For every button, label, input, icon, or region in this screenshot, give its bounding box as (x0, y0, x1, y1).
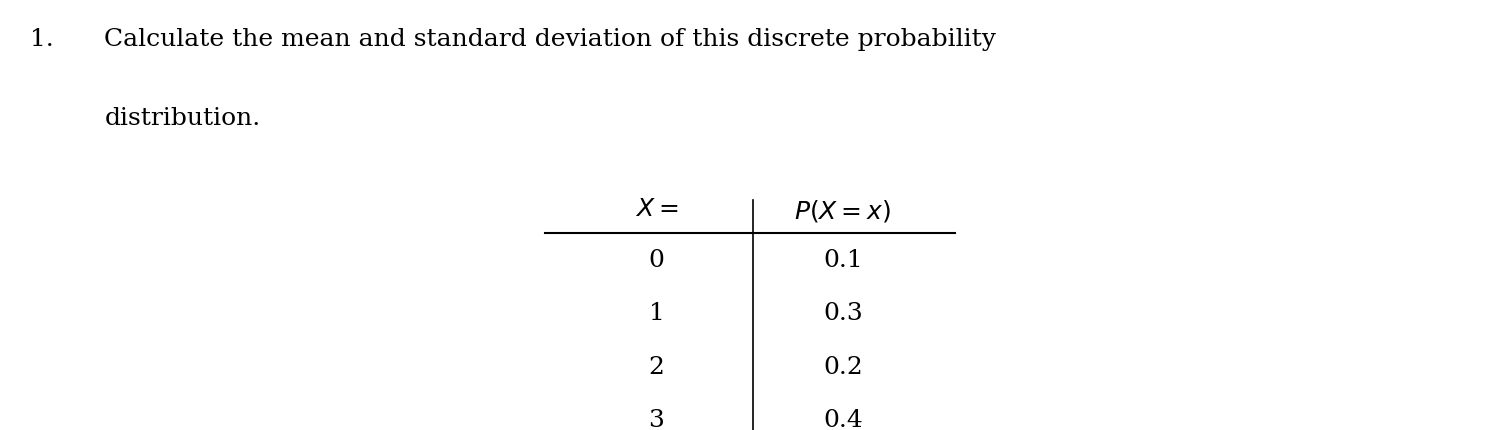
Text: 0.3: 0.3 (824, 302, 862, 326)
Text: $X =$: $X =$ (634, 198, 679, 221)
Text: 3: 3 (649, 409, 664, 430)
Text: $P(X = x)$: $P(X = x)$ (794, 198, 892, 224)
Text: 0.1: 0.1 (824, 249, 862, 272)
Text: 1.: 1. (30, 28, 54, 51)
Text: Calculate the mean and standard deviation of this discrete probability: Calculate the mean and standard deviatio… (104, 28, 997, 51)
Text: 1: 1 (649, 302, 664, 326)
Text: 0.2: 0.2 (824, 356, 862, 379)
Text: distribution.: distribution. (104, 107, 261, 130)
Text: 0: 0 (649, 249, 664, 272)
Text: 0.4: 0.4 (824, 409, 862, 430)
Text: 2: 2 (649, 356, 664, 379)
